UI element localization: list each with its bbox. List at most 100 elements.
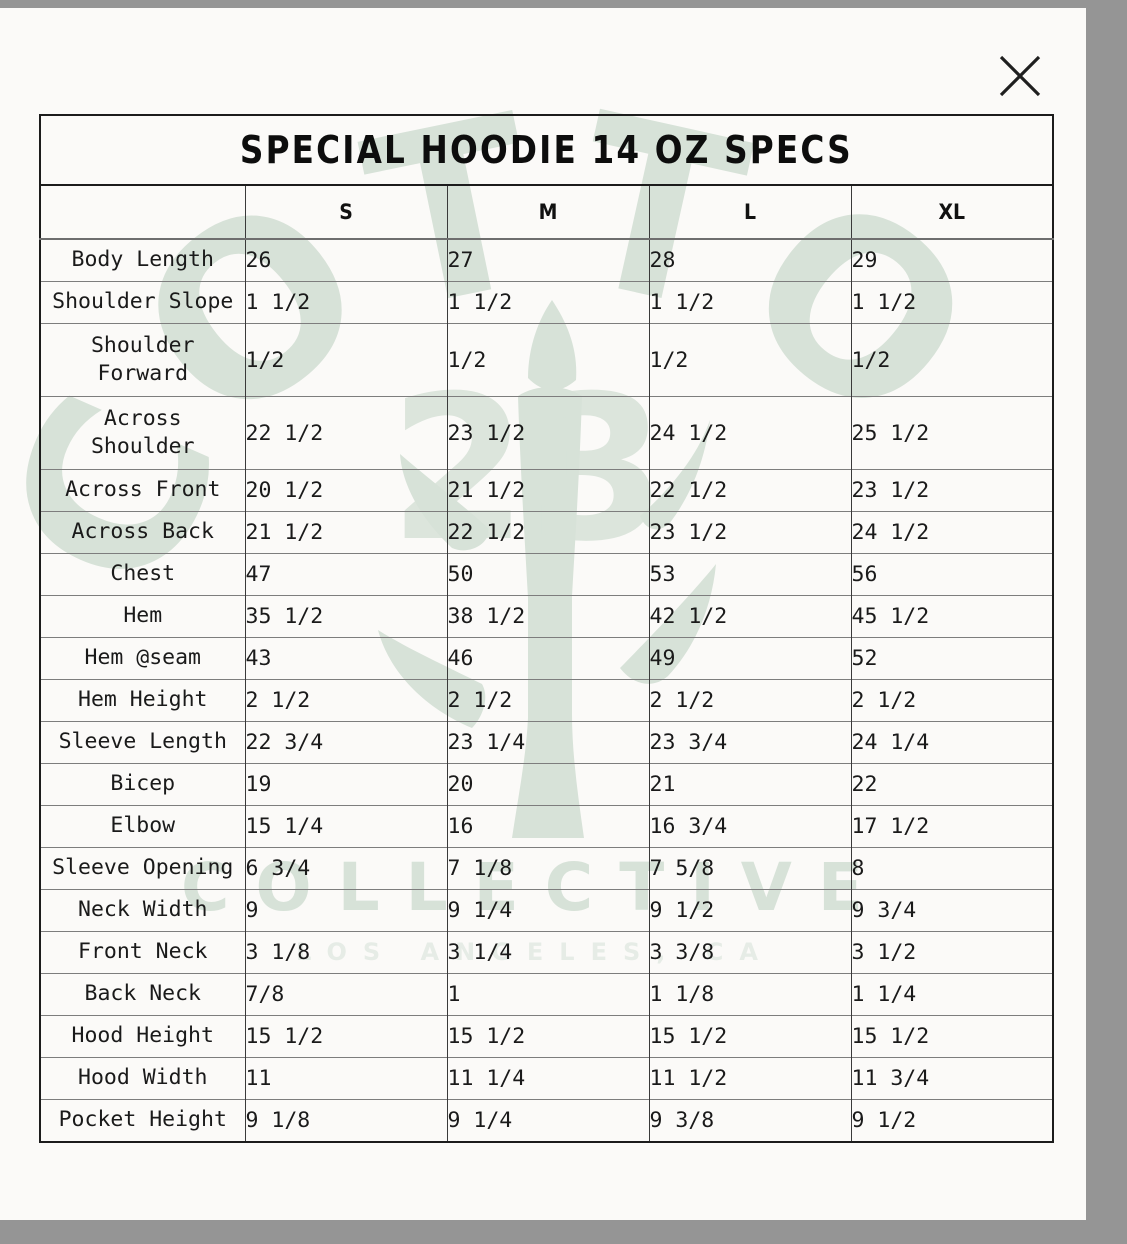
row-label: Shoulder Slope [40, 281, 246, 324]
cell-m: 38 1/2 [447, 595, 650, 638]
cell-l: 42 1/2 [649, 595, 852, 638]
cell-l: 16 3/4 [649, 805, 852, 848]
table-row: Across Shoulder 22 1/2 23 1/2 24 1/2 25 1/2 [40, 396, 1054, 470]
cell-l: 1 1/8 [649, 973, 852, 1016]
cell-s: 43 [245, 637, 448, 680]
table-row: Across Front 20 1/2 21 1/2 22 1/2 23 1/2 [40, 469, 1054, 512]
row-label: Across Shoulder [40, 396, 246, 470]
cell-m: 15 1/2 [447, 1015, 650, 1058]
table-title-row: SPECIAL HOODIE 14 OZ SPECS [40, 115, 1054, 186]
cell-s: 9 1/8 [245, 1099, 448, 1142]
cell-s: 2 1/2 [245, 679, 448, 722]
cell-s: 21 1/2 [245, 511, 448, 554]
row-label: Sleeve Opening [40, 847, 246, 890]
cell-xl: 9 3/4 [851, 889, 1054, 932]
cell-m: 21 1/2 [447, 469, 650, 512]
cell-xl: 9 1/2 [851, 1099, 1054, 1142]
cell-xl: 17 1/2 [851, 805, 1054, 848]
cell-xl: 8 [851, 847, 1054, 890]
cell-xl: 24 1/4 [851, 721, 1054, 764]
cell-l: 7 5/8 [649, 847, 852, 890]
column-header-s: S [255, 184, 438, 240]
cell-m: 2 1/2 [447, 679, 650, 722]
row-label: Chest [40, 553, 246, 596]
row-label: Hem @seam [40, 637, 246, 680]
table-row: Hem Height 2 1/2 2 1/2 2 1/2 2 1/2 [40, 679, 1054, 722]
cell-xl: 29 [851, 238, 1054, 282]
cell-m: 1 [447, 973, 650, 1016]
row-label: Across Front [40, 469, 246, 512]
cell-xl: 15 1/2 [851, 1015, 1054, 1058]
bottom-frame-bar [0, 1220, 1127, 1244]
table-row: Pocket Height 9 1/8 9 1/4 9 3/8 9 1/2 [40, 1099, 1054, 1142]
cell-s: 47 [245, 553, 448, 596]
cell-l: 53 [649, 553, 852, 596]
cell-l: 23 3/4 [649, 721, 852, 764]
right-frame-bar [1086, 0, 1127, 1244]
spec-table-container: SPECIAL HOODIE 14 OZ SPECS S M L XL Body Len… [39, 114, 1055, 1143]
cell-s: 15 1/4 [245, 805, 448, 848]
cell-s: 20 1/2 [245, 469, 448, 512]
cell-s: 35 1/2 [245, 595, 448, 638]
table-row: Chest 47 50 53 56 [40, 553, 1054, 596]
cell-l: 49 [649, 637, 852, 680]
table-row: Body Length 26 27 28 29 [40, 238, 1054, 282]
table-row: Sleeve Length 22 3/4 23 1/4 23 3/4 24 1/4 [40, 721, 1054, 764]
cell-l: 22 1/2 [649, 469, 852, 512]
row-label: Hem Height [40, 679, 246, 722]
cell-s: 22 3/4 [245, 721, 448, 764]
cell-xl: 1 1/4 [851, 973, 1054, 1016]
row-label: Across Back [40, 511, 246, 554]
cell-m: 50 [447, 553, 650, 596]
row-label: Elbow [40, 805, 246, 848]
table-row: Back Neck 7/8 1 1 1/8 1 1/4 [40, 973, 1054, 1016]
cell-m: 22 1/2 [447, 511, 650, 554]
table-row: Front Neck 3 1/8 3 1/4 3 3/8 3 1/2 [40, 931, 1054, 974]
table-row: Hem @seam 43 46 49 52 [40, 637, 1054, 680]
row-label: Hood Height [40, 1015, 246, 1058]
cell-m: 20 [447, 763, 650, 806]
cell-l: 1 1/2 [649, 281, 852, 324]
cell-l: 11 1/2 [649, 1057, 852, 1100]
cell-s: 1/2 [245, 323, 448, 397]
row-label: Neck Width [40, 889, 246, 932]
table-row: Bicep 19 20 21 22 [40, 763, 1054, 806]
cell-s: 7/8 [245, 973, 448, 1016]
cell-xl: 56 [851, 553, 1054, 596]
cell-s: 22 1/2 [245, 396, 448, 470]
cell-l: 21 [649, 763, 852, 806]
cell-xl: 1 1/2 [851, 281, 1054, 324]
cell-l: 28 [649, 238, 852, 282]
row-label: Bicep [40, 763, 246, 806]
cell-xl: 22 [851, 763, 1054, 806]
table-row: Shoulder Slope 1 1/2 1 1/2 1 1/2 1 1/2 [40, 281, 1054, 324]
cell-xl: 52 [851, 637, 1054, 680]
table-row: Sleeve Opening 6 3/4 7 1/8 7 5/8 8 [40, 847, 1054, 890]
row-label: Pocket Height [40, 1099, 246, 1142]
cell-xl: 2 1/2 [851, 679, 1054, 722]
row-label: Hood Width [40, 1057, 246, 1100]
row-label: Shoulder Forward [40, 323, 246, 397]
cell-l: 1/2 [649, 323, 852, 397]
page-title-text: SPECIAL HOODIE 14 OZ SPECS [240, 128, 853, 172]
cell-l: 23 1/2 [649, 511, 852, 554]
cell-xl: 23 1/2 [851, 469, 1054, 512]
column-header-xl: XL [861, 184, 1043, 240]
cell-s: 15 1/2 [245, 1015, 448, 1058]
table-row: Hood Width 11 11 1/4 11 1/2 11 3/4 [40, 1057, 1054, 1100]
cell-xl: 3 1/2 [851, 931, 1054, 974]
column-header-blank [50, 184, 236, 240]
cell-xl: 1/2 [851, 323, 1054, 397]
column-header-m: M [457, 184, 640, 240]
table-row: Neck Width 9 9 1/4 9 1/2 9 3/4 [40, 889, 1054, 932]
table-row: Shoulder Forward 1/2 1/2 1/2 1/2 [40, 323, 1054, 397]
row-label: Back Neck [40, 973, 246, 1016]
close-icon[interactable] [994, 50, 1046, 102]
table-row: Hem 35 1/2 38 1/2 42 1/2 45 1/2 [40, 595, 1054, 638]
cell-l: 15 1/2 [649, 1015, 852, 1058]
top-frame-bar [0, 0, 1127, 8]
spec-table: SPECIAL HOODIE 14 OZ SPECS S M L XL Body Len… [39, 114, 1055, 1143]
cell-xl: 11 3/4 [851, 1057, 1054, 1100]
cell-m: 11 1/4 [447, 1057, 650, 1100]
cell-s: 6 3/4 [245, 847, 448, 890]
